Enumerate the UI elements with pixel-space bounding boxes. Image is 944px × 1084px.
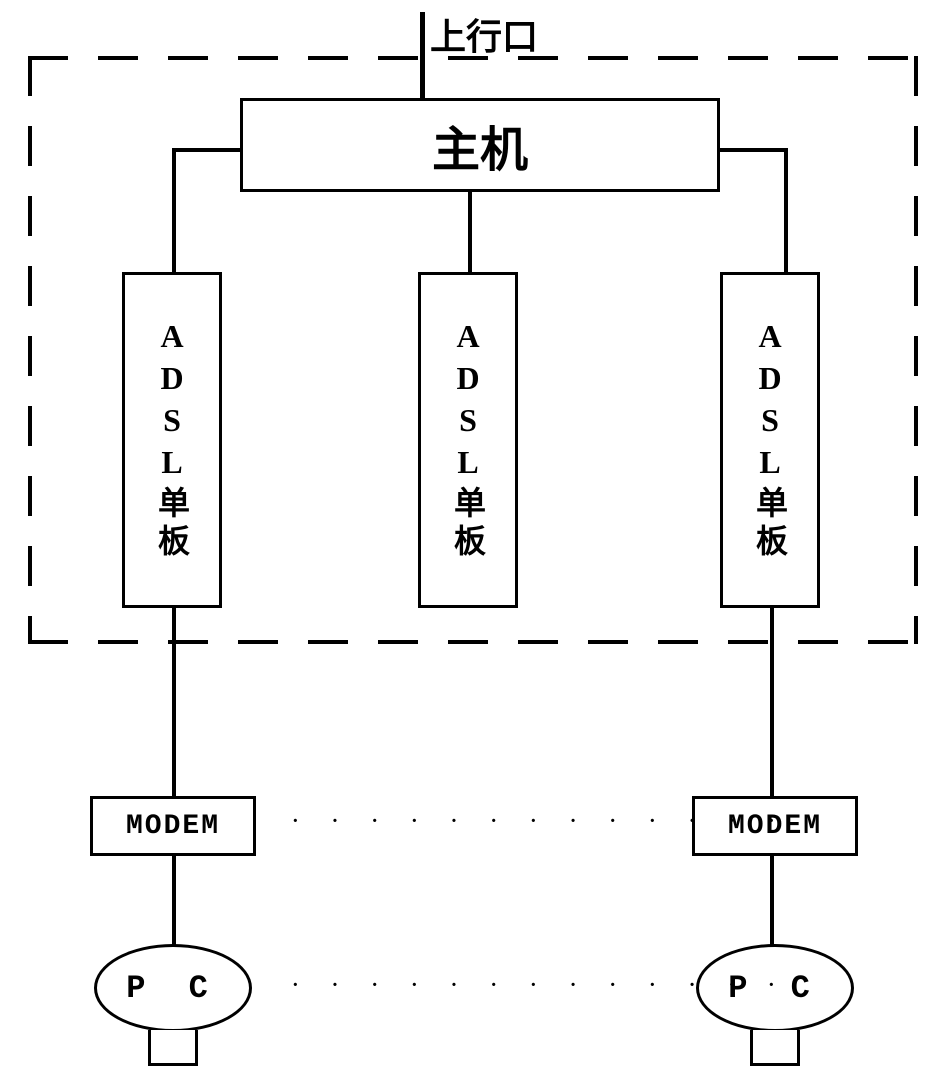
adsl-card-1: ADSL单板 — [122, 272, 222, 608]
host-label: 主机 — [432, 110, 528, 180]
line-host-right-h — [720, 148, 788, 152]
line-host-left-h — [172, 148, 240, 152]
adsl-card-3: ADSL单板 — [720, 272, 820, 608]
modem-box-1: MODEM — [90, 796, 256, 856]
network-diagram: 上行口 主机 ADSL单板 ADSL单板 ADSL单板 MODEM MODEM … — [0, 0, 944, 1084]
adsl-card-label-1: ADSL单板 — [156, 318, 188, 562]
line-modem-pc-right — [770, 856, 774, 946]
line-host-right-v — [784, 148, 788, 272]
uplink-label: 上行口 — [430, 8, 538, 60]
pc-label-1: P C — [126, 970, 220, 1007]
adsl-card-label-3: ADSL单板 — [754, 318, 786, 562]
line-host-left-v — [172, 148, 176, 272]
line-adsl-modem-right — [770, 608, 774, 796]
host-box: 主机 — [240, 98, 720, 192]
pc-oval-1: P C — [94, 944, 252, 1032]
pc-base-1 — [148, 1030, 198, 1066]
modem-label-1: MODEM — [126, 811, 220, 842]
adsl-card-label-2: ADSL单板 — [452, 318, 484, 562]
line-adsl-modem-left — [172, 608, 176, 796]
adsl-card-2: ADSL单板 — [418, 272, 518, 608]
line-modem-pc-left — [172, 856, 176, 946]
ellipsis-pc: · · · · · · · · · · · · · — [292, 974, 789, 997]
pc-base-2 — [750, 1030, 800, 1066]
line-host-center — [468, 192, 472, 272]
ellipsis-modem: · · · · · · · · · · · · · — [292, 810, 789, 833]
